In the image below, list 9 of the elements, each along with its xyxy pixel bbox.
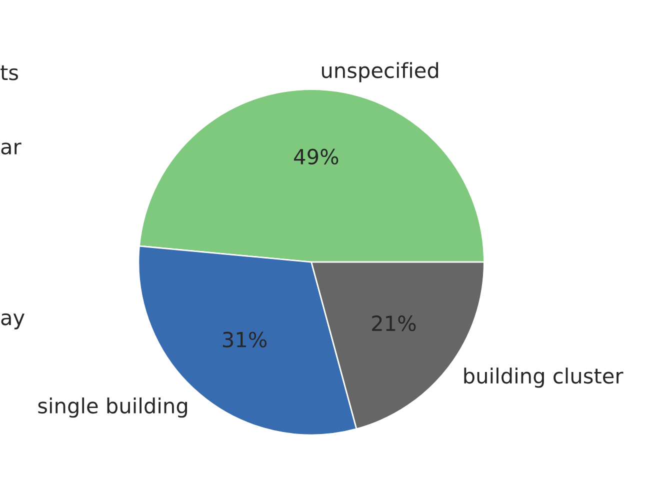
text: ts <box>0 65 18 80</box>
data-label: 31% <box>222 332 267 348</box>
slice-label: building cluster <box>464 368 624 388</box>
slice-label: unspecified <box>322 62 438 82</box>
slice-label: single building <box>38 397 187 418</box>
data-label: 49% <box>294 148 338 165</box>
data-label: 21% <box>372 315 416 332</box>
text: ay <box>1 313 24 330</box>
text: ar <box>1 142 22 155</box>
